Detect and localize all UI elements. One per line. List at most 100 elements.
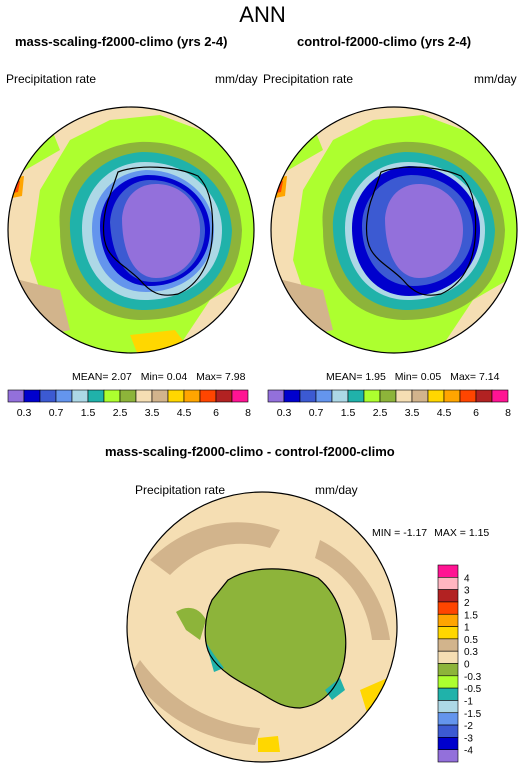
colorbar-swatch	[23, 389, 41, 403]
colorbar-swatch	[103, 389, 121, 403]
colorbar-swatch	[437, 663, 459, 677]
colorbar-swatch	[87, 389, 105, 403]
figure-title: ANN	[239, 2, 286, 27]
colorbar-tick-label: -2	[464, 721, 473, 732]
colorbar-swatch	[437, 589, 459, 603]
colorbar-swatch	[299, 389, 317, 403]
max-label: Max=	[450, 371, 477, 383]
colorbar-swatch	[437, 564, 459, 578]
colorbar-swatch	[39, 389, 57, 403]
max-value: 7.98	[224, 371, 246, 383]
colorbar-swatch	[437, 577, 459, 590]
min-label: Min=	[140, 371, 164, 383]
colorbar-tick-label: 4.5	[437, 407, 452, 419]
colorbar-swatch	[55, 389, 73, 403]
colorbar-tick-label: -4	[464, 746, 473, 757]
mean-value: 1.95	[365, 371, 386, 383]
panel-1-variable: Precipitation rate	[6, 72, 97, 86]
colorbar-swatch	[437, 613, 459, 627]
colorbar-tick-label: -0.5	[464, 684, 482, 695]
colorbar-swatch	[331, 389, 349, 403]
colorbar-swatch	[491, 389, 509, 403]
colorbar-1: 0.3 0.7 1.5 2.5 3.5 4.5 6 8	[7, 389, 251, 419]
panel-1-units: mm/day	[215, 72, 258, 86]
map-1	[7, 106, 255, 354]
colorbar-swatch	[437, 675, 459, 689]
panel-2-stats: MEAN= 1.95 Min= 0.05 Max= 7.14	[326, 371, 499, 383]
colorbar-swatch	[459, 389, 477, 403]
panel-1-title: mass-scaling-f2000-climo (yrs 2-4)	[15, 34, 228, 49]
colorbar-tick-label: -3	[464, 733, 473, 744]
colorbar-tick-label: 2	[464, 598, 470, 609]
colorbar-tick-label: 0.3	[17, 407, 32, 419]
min-value: -1.17	[403, 527, 428, 539]
colorbar-swatch	[437, 650, 459, 664]
colorbar-tick-label: 1	[464, 623, 470, 634]
colorbar-swatch	[395, 389, 413, 403]
colorbar-tick-label: 2.5	[373, 407, 388, 419]
colorbar-tick-label: -0.3	[464, 672, 482, 683]
colorbar-tick-label: 6	[213, 407, 219, 419]
colorbar-tick-label: 0.7	[49, 407, 64, 419]
panel-3-title: mass-scaling-f2000-climo - control-f2000…	[105, 444, 395, 459]
mean-value: 2.07	[111, 371, 132, 383]
colorbar-diff: 4 321.5 10.50.3 0-0.3-0.5-1 -1.5-2-3 -4	[437, 564, 482, 763]
colorbar-2: 0.3 0.7 1.5 2.5 3.5 4.5 6 8	[267, 389, 511, 419]
colorbar-tick-label: 1.5	[341, 407, 356, 419]
colorbar-tick-label: 4	[464, 573, 470, 584]
map-3	[126, 491, 398, 763]
panel-3-variable: Precipitation rate	[135, 483, 226, 497]
mean-label: MEAN=	[72, 371, 109, 383]
min-label: Min=	[394, 371, 418, 383]
colorbar-swatch	[283, 389, 301, 403]
colorbar-swatch	[267, 389, 285, 403]
colorbar-tick-label: 0	[464, 660, 470, 671]
colorbar-tick-label: 0.3	[464, 647, 478, 658]
colorbar-tick-label: 8	[505, 407, 511, 419]
min-value: 0.05	[420, 371, 442, 383]
panel-1-stats: MEAN= 2.07 Min= 0.04 Max= 7.98	[72, 371, 245, 383]
colorbar-swatch	[135, 389, 153, 403]
panel-2-title: control-f2000-climo (yrs 2-4)	[297, 34, 472, 49]
colorbar-tick-label: 2.5	[113, 407, 128, 419]
colorbar-swatch	[71, 389, 89, 403]
colorbar-tick-label: 3	[464, 586, 470, 597]
panel-2-variable: Precipitation rate	[263, 72, 354, 86]
colorbar-swatch	[443, 389, 461, 403]
max-value: 1.15	[468, 527, 490, 539]
colorbar-swatch	[347, 389, 365, 403]
colorbar-swatch	[437, 700, 459, 714]
colorbar-swatch	[363, 389, 381, 403]
panel-3-stats: MIN = -1.17 MAX = 1.15	[372, 527, 489, 539]
colorbar-swatch	[215, 389, 233, 403]
colorbar-swatch	[119, 389, 137, 403]
max-value: 7.14	[478, 371, 500, 383]
colorbar-swatch	[7, 389, 25, 403]
colorbar-tick-label: 3.5	[145, 407, 160, 419]
colorbar-tick-label: 8	[245, 407, 251, 419]
mean-label: MEAN=	[326, 371, 363, 383]
min-label: MIN =	[372, 527, 401, 539]
colorbar-swatch	[437, 724, 459, 738]
colorbar-swatch	[231, 389, 249, 403]
colorbar-tick-label: 0.3	[277, 407, 292, 419]
colorbar-swatch	[437, 712, 459, 726]
colorbar-tick-label: 1.5	[81, 407, 96, 419]
colorbar-swatch	[437, 626, 459, 640]
colorbar-swatch	[315, 389, 333, 403]
map-2	[270, 106, 518, 354]
colorbar-swatch	[437, 601, 459, 615]
colorbar-tick-label: 6	[473, 407, 479, 419]
panel-3-units: mm/day	[315, 483, 358, 497]
colorbar-tick-label: 0.7	[309, 407, 324, 419]
colorbar-swatch	[475, 389, 493, 403]
panel-2-units: mm/day	[474, 72, 517, 86]
colorbar-swatch	[427, 389, 445, 403]
colorbar-swatch	[437, 687, 459, 701]
max-label: MAX =	[434, 527, 466, 539]
colorbar-tick-label: 1.5	[464, 610, 478, 621]
colorbar-swatch	[151, 389, 169, 403]
min-value: 0.04	[166, 371, 188, 383]
colorbar-tick-label: -1	[464, 696, 473, 707]
